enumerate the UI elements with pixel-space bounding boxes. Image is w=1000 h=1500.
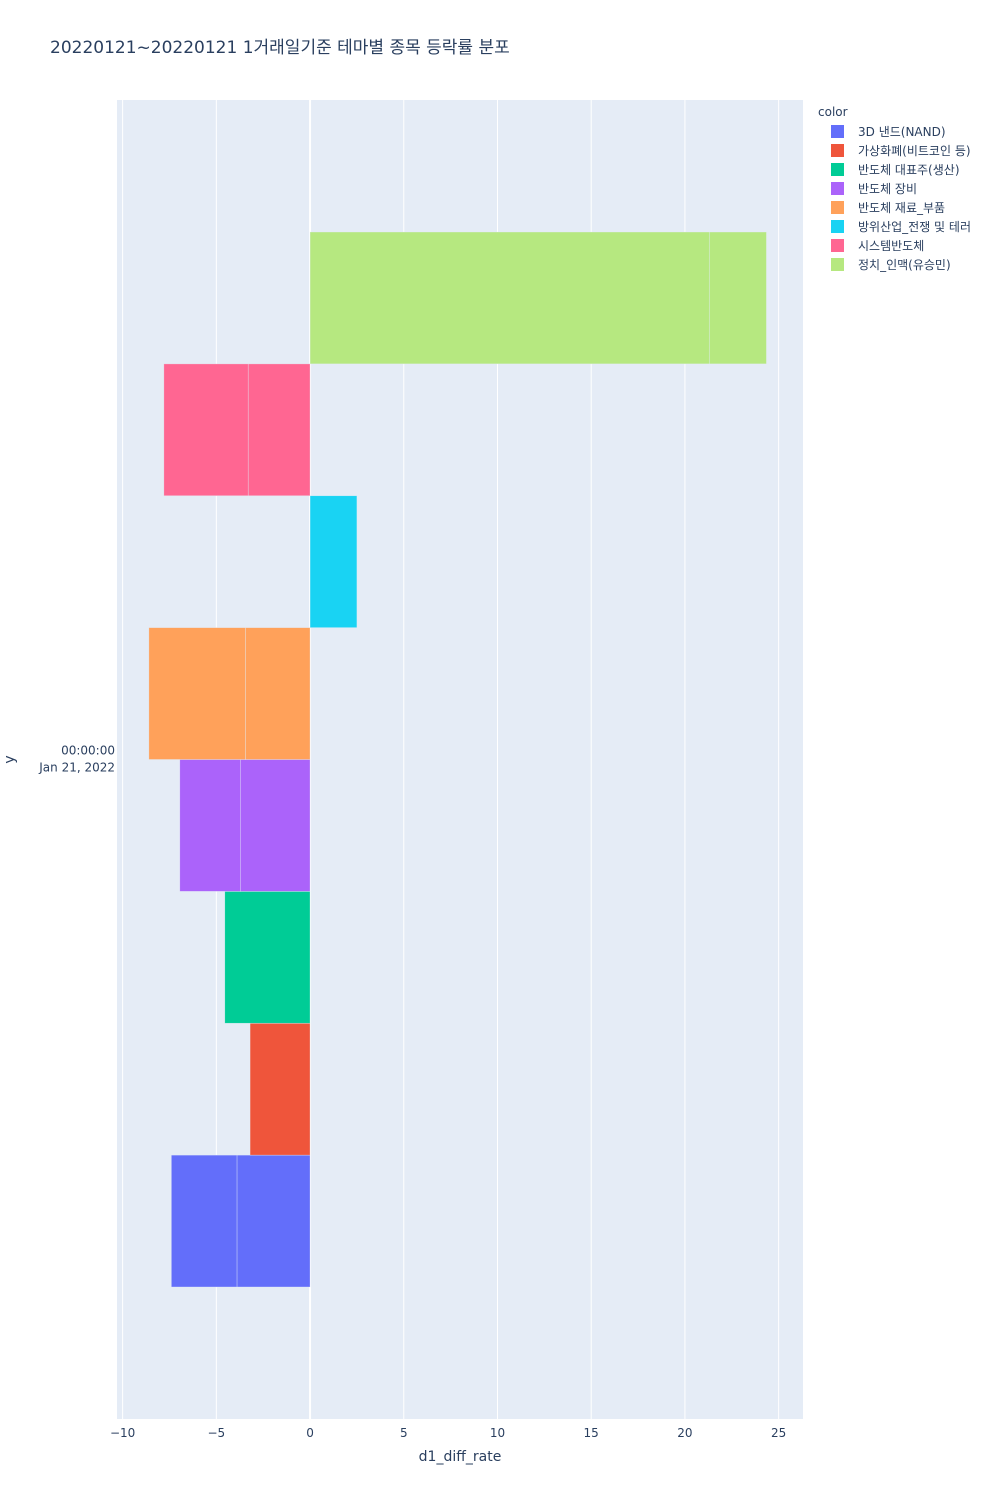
x-tick-label: −10	[110, 1426, 135, 1440]
x-tick-label: 10	[490, 1426, 505, 1440]
legend-title: color	[818, 105, 848, 119]
legend-label: 정치_인맥(유승민)	[858, 258, 951, 272]
legend-swatch	[831, 201, 844, 214]
bar-segment[interactable]	[309, 495, 358, 628]
bar-segment[interactable]	[247, 363, 311, 497]
axes: −10 −5 0 5 10 15 20 25	[110, 1426, 786, 1440]
legend-swatch	[831, 239, 844, 252]
x-tick-label: 20	[677, 1426, 692, 1440]
bar-segment[interactable]	[163, 363, 249, 497]
bar-segment[interactable]	[245, 627, 311, 760]
legend-swatch	[831, 163, 844, 176]
legend-label: 반도체 장비	[858, 182, 918, 196]
legend-item[interactable]: 시스템반도체	[818, 236, 971, 255]
legend-swatch	[831, 182, 844, 195]
legend-label: 시스템반도체	[858, 239, 925, 253]
y-tick-label-time: 00:00:00	[61, 744, 115, 758]
legend-swatch	[831, 144, 844, 157]
x-tick-label: 5	[400, 1426, 408, 1440]
y-axis-label: y	[2, 755, 18, 763]
legend-label: 3D 낸드(NAND)	[858, 125, 946, 139]
bar-segment[interactable]	[236, 1154, 311, 1288]
bar-segment[interactable]	[708, 231, 767, 365]
x-tick-label: −5	[207, 1426, 225, 1440]
legend-item[interactable]: 반도체 장비	[818, 179, 971, 198]
legend-items: 3D 낸드(NAND) 가상화폐(비트코인 등) 반도체 대표주(생산) 반도체 장비…	[818, 122, 971, 274]
legend: color 3D 낸드(NAND) 가상화폐(비트코인 등) 반도체 대표주(생산)…	[818, 104, 971, 274]
bar-segment[interactable]	[224, 891, 311, 1024]
bar-segment[interactable]	[171, 1154, 238, 1288]
bar-segment[interactable]	[148, 627, 246, 760]
legend-swatch	[831, 258, 844, 271]
x-tick-label: 25	[771, 1426, 786, 1440]
legend-item[interactable]: 방위산업_전쟁 및 테러	[818, 217, 971, 236]
bar-segment[interactable]	[249, 1022, 311, 1156]
x-tick-label: 0	[306, 1426, 314, 1440]
x-axis-label: d1_diff_rate	[419, 1449, 502, 1465]
legend-swatch	[831, 220, 844, 233]
legend-label: 가상화폐(비트코인 등)	[858, 144, 971, 158]
legend-swatch	[831, 125, 844, 138]
legend-label: 반도체 대표주(생산)	[858, 163, 960, 177]
legend-item[interactable]: 3D 낸드(NAND)	[818, 122, 971, 141]
y-tick-label-date: Jan 21, 2022	[38, 761, 115, 775]
legend-item[interactable]: 가상화폐(비트코인 등)	[818, 141, 971, 160]
bar-segment[interactable]	[309, 231, 710, 365]
chart-title: 20220121~20220121 1거래일기준 테마별 종목 등락률 분포	[50, 38, 510, 58]
legend-label: 방위산업_전쟁 및 테러	[858, 220, 971, 234]
legend-item[interactable]: 반도체 재료_부품	[818, 198, 971, 217]
legend-item[interactable]: 반도체 대표주(생산)	[818, 160, 971, 179]
legend-item[interactable]: 정치_인맥(유승민)	[818, 255, 971, 274]
bars	[148, 231, 767, 1288]
x-tick-label: 15	[584, 1426, 599, 1440]
bar-segment[interactable]	[179, 759, 242, 892]
legend-label: 반도체 재료_부품	[858, 201, 946, 215]
bar-segment[interactable]	[240, 759, 311, 892]
